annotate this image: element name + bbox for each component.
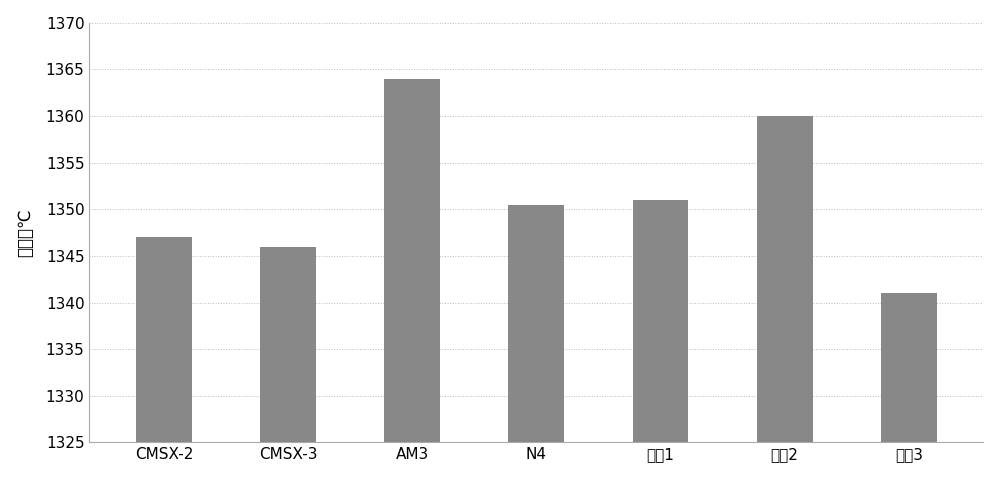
Bar [384,79,440,443]
Bar [633,200,688,443]
Bar [508,205,564,443]
Bar [260,247,316,443]
Bar [136,237,192,443]
Bar [881,293,937,443]
Bar [757,116,813,443]
Y-axis label: 温度／℃: 温度／℃ [17,208,35,257]
